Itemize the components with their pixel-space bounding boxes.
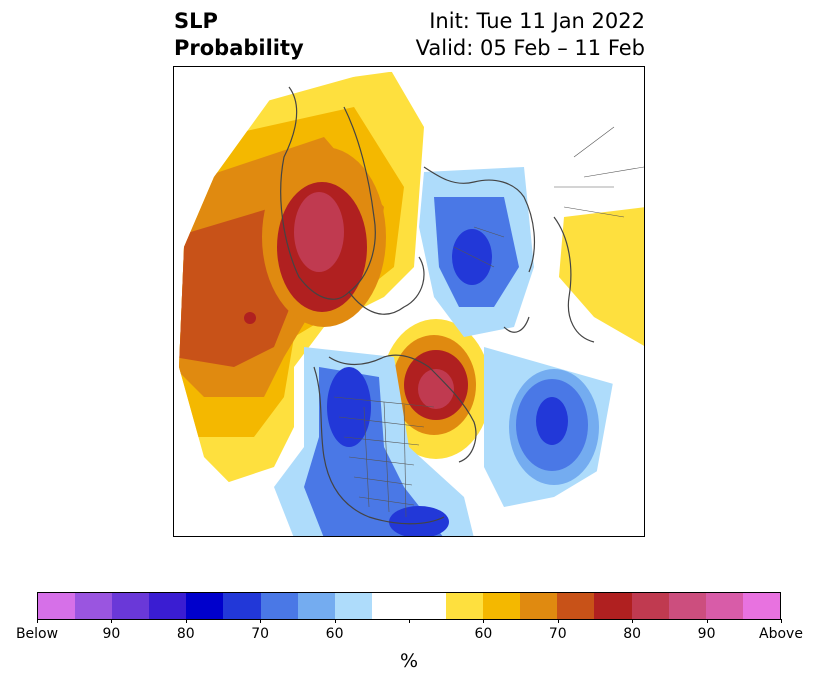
init-date-label: Init: Tue 11 Jan 2022 [429, 9, 645, 33]
below-75-arctic [452, 229, 492, 285]
colorbar-cell [186, 593, 224, 619]
colorbar-cell [149, 593, 187, 619]
map-canvas [179, 67, 644, 536]
colorbar-cell [594, 593, 632, 619]
colorbar-cell [334, 593, 372, 619]
colorbar-tick-mark [111, 619, 113, 623]
chart-title: SLP Probability [174, 8, 304, 62]
colorbar-tick-mark [185, 619, 187, 623]
colorbar-tick-mark [37, 619, 38, 623]
colorbar-tick-label: Below [15, 626, 59, 642]
colorbar-unit-label: % [399, 650, 419, 672]
above-80-spot [244, 312, 256, 324]
below-75-atlantic-core [536, 397, 568, 445]
colorbar-cell [446, 593, 484, 619]
colorbar-cell [483, 593, 521, 619]
colorbar-cell [75, 593, 113, 619]
colorbar-tick-label: 60 [474, 626, 493, 642]
colorbar-tick-label: 90 [102, 626, 121, 642]
colorbar-cell [557, 593, 595, 619]
colorbar-cell [520, 593, 558, 619]
colorbar-cell [38, 593, 76, 619]
colorbar-cell [705, 593, 743, 619]
coastlines [280, 86, 595, 525]
colorbar-tick-label: 80 [623, 626, 642, 642]
colorbar-tick-label: 80 [176, 626, 195, 642]
colorbar-cell [371, 593, 409, 619]
title-line-2: Probability [174, 36, 304, 60]
valid-range-label: Valid: 05 Feb – 11 Feb [415, 36, 645, 60]
probability-map [173, 66, 645, 537]
colorbar-tick-label: 60 [325, 626, 344, 642]
colorbar-cell [408, 593, 447, 619]
colorbar-cell [297, 593, 335, 619]
colorbar-tick-mark [706, 619, 708, 623]
colorbar-tick-label: 70 [251, 626, 270, 642]
colorbar-cell [668, 593, 706, 619]
colorbar-tick-mark [409, 619, 410, 623]
colorbar-tick-mark [483, 619, 485, 623]
country-borders [333, 126, 644, 518]
colorbar-tick-label: 90 [697, 626, 716, 642]
below-75-atlantic [389, 506, 449, 536]
colorbar-tick-label: Above [759, 626, 803, 642]
colorbar-tick-mark [557, 619, 559, 623]
colorbar-cell [631, 593, 669, 619]
colorbar-tick-label: 70 [548, 626, 567, 642]
title-line-1: SLP [174, 9, 218, 33]
forecast-dates: Init: Tue 11 Jan 2022 Valid: 05 Feb – 11… [416, 8, 645, 62]
colorbar-tick-mark [632, 619, 634, 623]
colorbar-tick-mark [260, 619, 262, 623]
colorbar-cell [260, 593, 298, 619]
below-75-namerica [327, 367, 371, 447]
colorbar-cell [742, 593, 780, 619]
probability-colorbar [37, 592, 781, 620]
above-60-eurasia [559, 207, 644, 347]
colorbar-cell [112, 593, 150, 619]
above-85-greenland [294, 192, 344, 272]
colorbar-tick-mark [781, 619, 782, 623]
colorbar-cell [223, 593, 261, 619]
above-85-canada [418, 369, 454, 409]
colorbar-tick-mark [334, 619, 336, 623]
